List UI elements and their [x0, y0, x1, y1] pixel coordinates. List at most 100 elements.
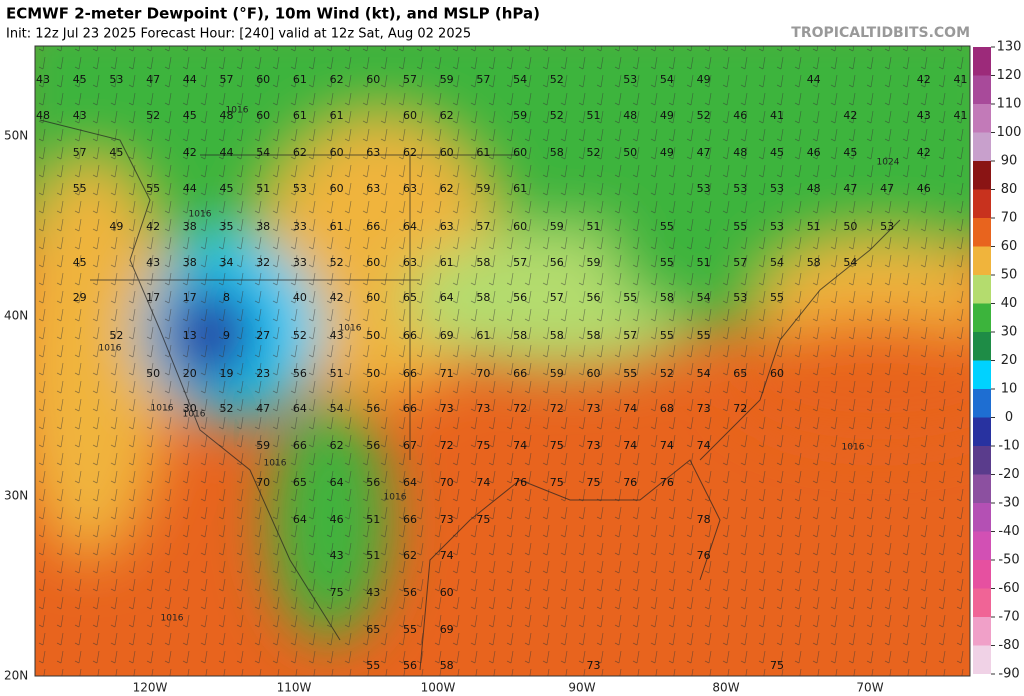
dewpoint-label: 73: [440, 513, 454, 526]
dewpoint-label: 56: [366, 402, 380, 415]
colorbar-segment: [973, 218, 991, 247]
dewpoint-label: 54: [660, 73, 674, 86]
dewpoint-label: 27: [256, 329, 270, 342]
dewpoint-label: 38: [183, 256, 197, 269]
dewpoint-label: 51: [587, 220, 601, 233]
dewpoint-label: 64: [440, 291, 454, 304]
dewpoint-label: 51: [366, 549, 380, 562]
dewpoint-label: 59: [476, 182, 490, 195]
dewpoint-label: 49: [660, 109, 674, 122]
dewpoint-label: 44: [183, 73, 197, 86]
dewpoint-label: 55: [403, 623, 417, 636]
dewpoint-label: 61: [440, 256, 454, 269]
dewpoint-label: 52: [109, 329, 123, 342]
colorbar-segment: [973, 617, 991, 646]
colorbar-tick-label: 60: [1001, 239, 1018, 254]
dewpoint-label: 44: [183, 182, 197, 195]
colorbar-tick-label: 90: [1001, 154, 1018, 169]
dewpoint-label: 43: [330, 549, 344, 562]
dewpoint-label: 53: [770, 182, 784, 195]
dewpoint-label: 60: [440, 146, 454, 159]
dewpoint-label: 33: [293, 256, 307, 269]
dewpoint-label: 43: [146, 256, 160, 269]
dewpoint-label: 50: [843, 220, 857, 233]
colorbar-tick-label: -10: [998, 439, 1019, 454]
dewpoint-label: 76: [660, 476, 674, 489]
colorbar-tick-label: -70: [998, 610, 1019, 625]
dewpoint-label: 57: [623, 329, 637, 342]
dewpoint-label: 61: [293, 109, 307, 122]
colorbar-segment: [973, 104, 991, 133]
dewpoint-label: 54: [256, 146, 270, 159]
dewpoint-label: 53: [697, 182, 711, 195]
dewpoint-label: 58: [807, 256, 821, 269]
dewpoint-label: 72: [513, 402, 527, 415]
dewpoint-label: 8: [223, 291, 230, 304]
dewpoint-label: 66: [403, 367, 417, 380]
colorbar-tick-label: 130: [997, 40, 1022, 55]
dewpoint-label: 75: [550, 439, 564, 452]
colorbar-tick-label: -60: [998, 581, 1019, 596]
dewpoint-label: 63: [366, 182, 380, 195]
dewpoint-label: 51: [256, 182, 270, 195]
dewpoint-label: 75: [476, 439, 490, 452]
dewpoint-label: 56: [403, 586, 417, 599]
dewpoint-label: 62: [293, 146, 307, 159]
dewpoint-label: 54: [330, 402, 344, 415]
lon-label: 100W: [421, 681, 456, 695]
dewpoint-label: 65: [293, 476, 307, 489]
dewpoint-label: 74: [660, 439, 674, 452]
dewpoint-label: 51: [330, 367, 344, 380]
dewpoint-label: 52: [697, 109, 711, 122]
dewpoint-label: 43: [36, 73, 50, 86]
dewpoint-label: 65: [366, 623, 380, 636]
dewpoint-label: 66: [293, 439, 307, 452]
dewpoint-label: 58: [513, 329, 527, 342]
dewpoint-label: 70: [476, 367, 490, 380]
dewpoint-label: 71: [440, 367, 454, 380]
colorbar-tick-label: -80: [998, 638, 1019, 653]
dewpoint-label: 60: [403, 109, 417, 122]
dewpoint-label: 74: [476, 476, 490, 489]
dewpoint-label: 58: [550, 329, 564, 342]
dewpoint-label: 57: [73, 146, 87, 159]
dewpoint-label: 68: [660, 402, 674, 415]
dewpoint-label: 63: [440, 220, 454, 233]
colorbar-segment: [973, 47, 991, 76]
isobar-label: 1016: [264, 459, 287, 469]
colorbar-tick-label: 110: [997, 97, 1022, 112]
subtitle: Init: 12z Jul 23 2025 Forecast Hour: [24…: [6, 27, 471, 42]
colorbar-tick-label: -90: [998, 667, 1019, 682]
dewpoint-label: 64: [330, 476, 344, 489]
dewpoint-label: 56: [550, 256, 564, 269]
lat-label: 50N: [4, 129, 28, 143]
dewpoint-label: 44: [807, 73, 821, 86]
dewpoint-label: 55: [623, 291, 637, 304]
dewpoint-label: 57: [476, 220, 490, 233]
dewpoint-label: 56: [587, 291, 601, 304]
dewpoint-label: 52: [146, 109, 160, 122]
dewpoint-label: 49: [697, 73, 711, 86]
dewpoint-label: 72: [550, 402, 564, 415]
dewpoint-label: 72: [733, 402, 747, 415]
dewpoint-label: 52: [587, 146, 601, 159]
dewpoint-label: 74: [623, 402, 637, 415]
dewpoint-label: 61: [513, 182, 527, 195]
dewpoint-label: 52: [550, 109, 564, 122]
dewpoint-label: 74: [513, 439, 527, 452]
map-area: [35, 46, 970, 676]
dewpoint-label: 9: [223, 329, 230, 342]
dewpoint-label: 61: [330, 220, 344, 233]
dewpoint-label: 35: [220, 220, 234, 233]
dewpoint-label: 75: [476, 513, 490, 526]
dewpoint-label: 47: [256, 402, 270, 415]
dewpoint-label: 32: [256, 256, 270, 269]
dewpoint-label: 47: [697, 146, 711, 159]
dewpoint-label: 62: [440, 109, 454, 122]
colorbar-tick-label: 20: [1001, 353, 1018, 368]
colorbar-segment: [973, 474, 991, 503]
lat-label: 40N: [4, 309, 28, 323]
lon-label: 110W: [277, 681, 312, 695]
colorbar-segment: [973, 303, 991, 332]
dewpoint-label: 73: [587, 402, 601, 415]
